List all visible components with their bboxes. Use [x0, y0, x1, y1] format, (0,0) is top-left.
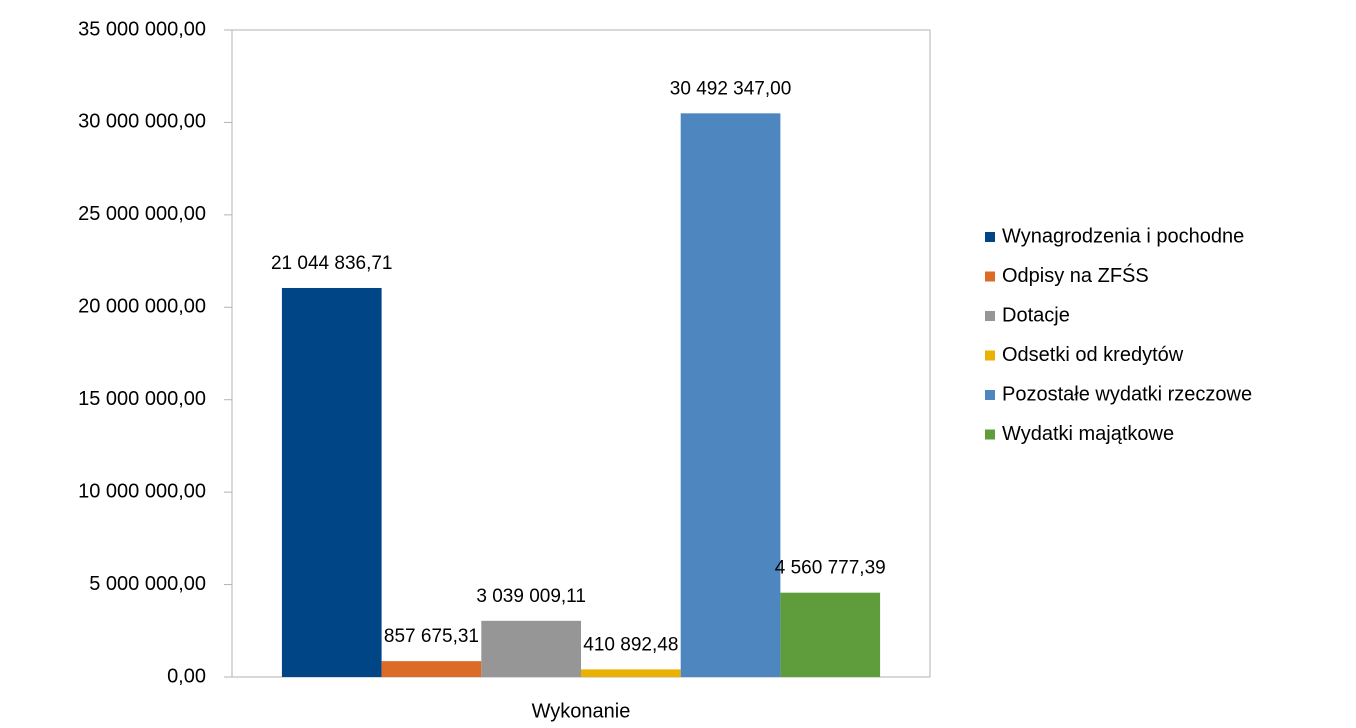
value-label: 4 560 777,39	[775, 558, 886, 579]
legend-swatch	[985, 271, 995, 282]
legend-label: Wydatki majątkowe	[1002, 423, 1174, 445]
bar	[581, 669, 681, 677]
legend-swatch	[985, 311, 995, 321]
bar	[281, 287, 382, 677]
value-label: 30 492 347,00	[670, 78, 792, 99]
bar	[481, 620, 581, 677]
legend-label: Odsetki od kredytów	[1002, 344, 1184, 366]
bar	[780, 592, 881, 677]
y-tick-label: 20 000 000,00	[78, 296, 206, 318]
y-tick-label: 0,00	[167, 665, 206, 687]
legend-label: Pozostałe wydatki rzeczowe	[1002, 383, 1252, 405]
legend-label: Dotacje	[1002, 304, 1070, 326]
legend-label: Odpisy na ZFŚS	[1002, 263, 1149, 287]
bar	[680, 113, 781, 677]
y-tick-label: 25 000 000,00	[78, 203, 206, 225]
bar	[381, 661, 482, 677]
value-label: 3 039 009,11	[476, 586, 586, 607]
value-label: 857 675,31	[384, 626, 479, 647]
legend-swatch	[985, 429, 995, 440]
value-label: 21 044 836,71	[271, 253, 393, 274]
y-tick-label: 10 000 000,00	[78, 480, 206, 502]
y-tick-label: 35 000 000,00	[78, 18, 206, 40]
y-tick-label: 15 000 000,00	[78, 388, 206, 410]
legend-label: Wynagrodzenia i pochodne	[1002, 225, 1244, 247]
legend-swatch	[985, 390, 995, 400]
value-label: 410 892,48	[583, 634, 678, 655]
y-tick-label: 5 000 000,00	[89, 573, 206, 595]
legend-swatch	[985, 232, 995, 242]
y-tick-label: 30 000 000,00	[78, 111, 206, 133]
legend-swatch	[985, 350, 995, 361]
x-tick-label: Wykonanie	[532, 700, 631, 722]
